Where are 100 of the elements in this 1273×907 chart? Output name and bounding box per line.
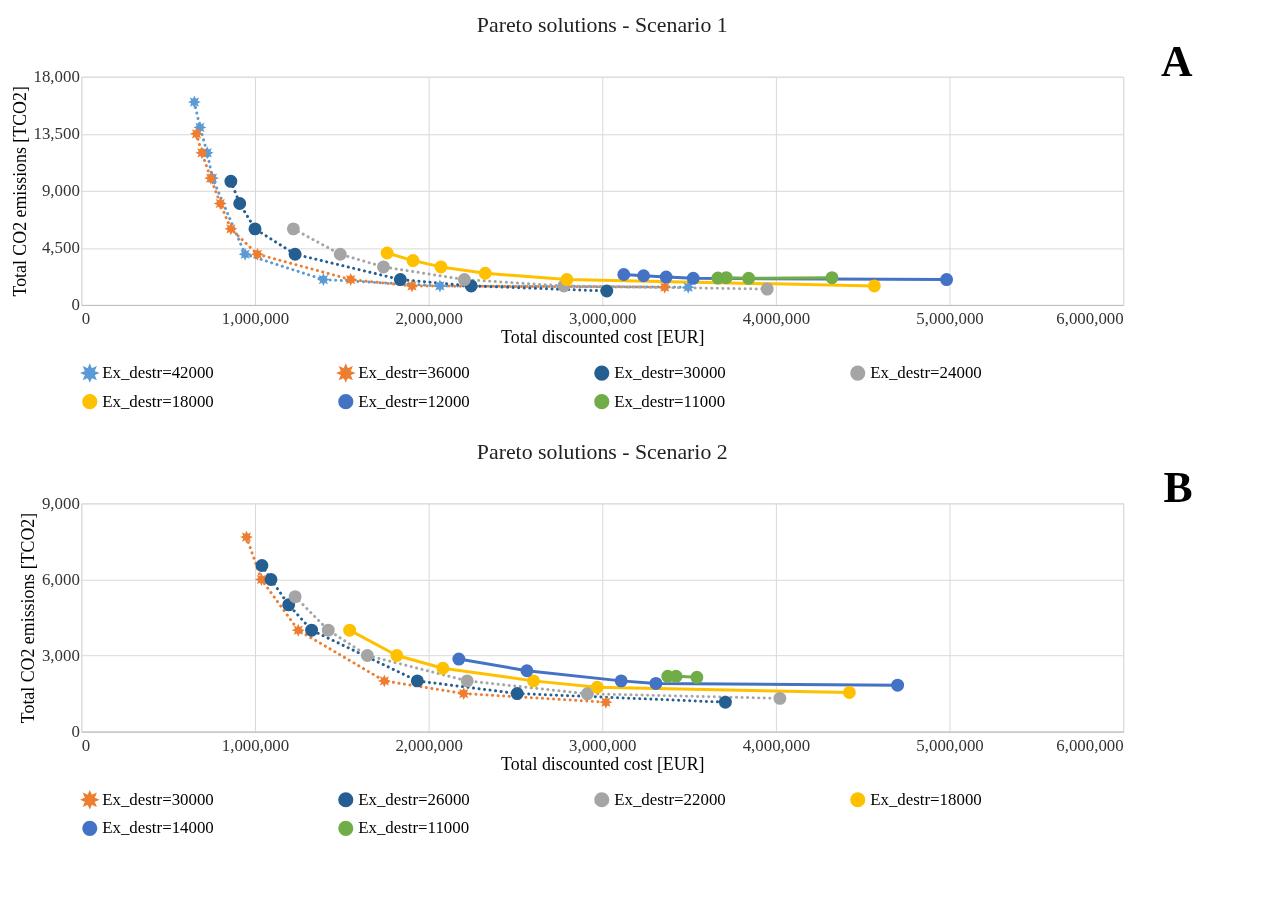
x-tick-label: 4,000,000	[742, 309, 811, 329]
text: B	[1163, 463, 1193, 512]
point	[560, 273, 574, 287]
point	[510, 687, 524, 701]
y-tick-label: 13,500	[33, 124, 80, 144]
y-tick-label: 0	[71, 722, 80, 742]
point	[406, 254, 420, 268]
point	[240, 530, 253, 544]
point	[718, 695, 732, 709]
x-tick-label: 3,000,000	[569, 309, 637, 329]
point	[460, 674, 474, 688]
point	[669, 669, 683, 683]
x-tick-label: 1,000,000	[221, 309, 290, 329]
point	[617, 268, 631, 281]
y-tick-label: 3,000	[41, 645, 80, 665]
point	[681, 280, 695, 294]
point	[254, 572, 268, 586]
point	[321, 623, 335, 637]
legend-label: Ex_destr=18000	[870, 789, 982, 809]
x-tick-label: 6,000,000	[1056, 735, 1124, 755]
point	[825, 271, 839, 285]
point	[760, 282, 774, 296]
point	[842, 686, 856, 699]
point	[291, 623, 305, 637]
point	[433, 279, 447, 293]
point	[224, 174, 238, 188]
x-tick-label: 2,000,000	[395, 309, 463, 329]
point	[742, 271, 756, 285]
point	[649, 676, 663, 690]
point	[233, 197, 247, 210]
point	[599, 695, 613, 709]
point	[436, 661, 450, 675]
legend-label: Ex_destr=30000	[614, 363, 726, 383]
x-tick-label: 3,000,000	[569, 735, 637, 755]
point	[195, 146, 209, 160]
point	[457, 273, 471, 287]
point	[316, 273, 330, 287]
point	[867, 279, 881, 293]
point	[520, 664, 534, 678]
point	[590, 680, 604, 694]
point	[286, 222, 300, 236]
point	[248, 222, 262, 236]
x-tick-label: 5,000,000	[916, 735, 984, 755]
y-tick-label: 9,000	[41, 181, 80, 201]
point	[190, 127, 203, 141]
point	[686, 271, 700, 285]
point	[614, 674, 628, 688]
point	[377, 674, 391, 688]
point	[457, 687, 471, 701]
legend-label: Ex_destr=36000	[358, 363, 470, 383]
x-tick-label: 1,000,000	[221, 735, 290, 755]
point	[343, 623, 357, 637]
point	[393, 273, 407, 287]
y-tick-label: 0	[71, 295, 80, 315]
point	[213, 197, 227, 210]
chart-title: Pareto solutions - Scenario 2	[476, 439, 728, 464]
point	[255, 559, 269, 572]
point	[187, 95, 201, 109]
point	[690, 670, 704, 684]
y-tick-label: 9,000	[41, 493, 80, 513]
point	[250, 247, 264, 261]
legend-label: Ex_destr=12000	[358, 391, 470, 411]
x-tick-label: 4,000,000	[742, 735, 811, 755]
point	[773, 691, 787, 705]
legend-label: Ex_destr=26000	[358, 789, 470, 809]
chart-title: Pareto solutions - Scenario 1	[476, 13, 728, 38]
point	[305, 623, 319, 637]
y-tick-label: 6,000	[41, 569, 80, 589]
x-tick-label: 2,000,000	[395, 735, 463, 755]
point	[405, 279, 419, 293]
point	[264, 573, 278, 586]
point	[940, 273, 954, 287]
point	[658, 280, 672, 294]
y-axis-title: Total CO2 emissions [TCO2]	[17, 512, 38, 724]
y-tick-label: 4,500	[41, 238, 80, 258]
x-axis-title: Total discounted cost [EUR]	[501, 327, 705, 348]
point	[390, 649, 404, 662]
point	[360, 649, 374, 662]
point	[659, 270, 673, 284]
legend-label: Ex_destr=22000	[614, 789, 726, 809]
point	[238, 247, 252, 261]
y-axis-title: Total CO2 emissions [TCO2]	[9, 86, 30, 297]
point	[377, 260, 390, 274]
point	[580, 687, 594, 701]
x-tick-label: 6,000,000	[1056, 309, 1124, 329]
point	[637, 269, 651, 283]
point	[600, 284, 614, 298]
point	[333, 247, 347, 261]
point	[344, 273, 358, 287]
x-axis-title: Total discounted cost [EUR]	[501, 753, 705, 774]
x-tick-label: 5,000,000	[916, 309, 984, 329]
point	[452, 652, 466, 666]
point	[527, 674, 540, 688]
point	[434, 260, 448, 274]
point	[288, 247, 302, 261]
legend-label: Ex_destr=24000	[870, 363, 982, 383]
legend-label: Ex_destr=11000	[358, 818, 470, 838]
legend-label: Ex_destr=11000	[614, 391, 726, 411]
legend-label: Ex_destr=18000	[102, 391, 214, 411]
point	[288, 590, 302, 604]
